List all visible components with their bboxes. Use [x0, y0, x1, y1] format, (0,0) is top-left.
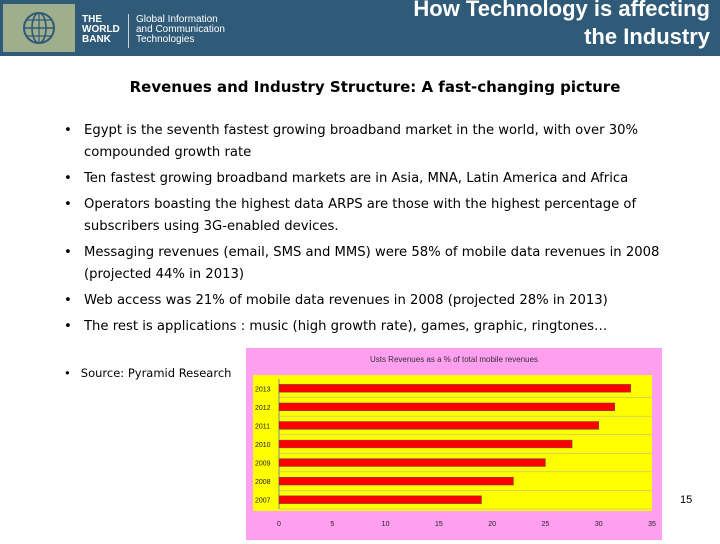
bar	[278, 439, 573, 449]
bullet-item: • Messaging revenues (email, SMS and MMS)…	[64, 245, 660, 282]
page-number: 15	[680, 494, 693, 506]
bullet-item: • Operators boasting the highest data ARP…	[64, 197, 637, 234]
slide-subtitle: Revenues and Industry Structure: A fast-…	[129, 78, 621, 96]
globe-icon	[23, 12, 55, 44]
chart-title: Usts Revenues as a % of total mobile rev…	[370, 355, 538, 364]
bar	[278, 421, 599, 430]
category-label: 2007	[255, 498, 271, 505]
category-label: 2011	[255, 423, 270, 430]
x-tick-label: 0	[277, 521, 281, 528]
world-bank-logo	[3, 4, 75, 52]
org-name: THE WORLD BANK	[82, 14, 120, 45]
x-tick-label: 15	[435, 521, 443, 528]
bullet-dot: •	[64, 366, 71, 380]
category-label: 2009	[255, 461, 271, 468]
unit-name: Global Information and Communication Tec…	[136, 14, 225, 45]
category-label: 2013	[255, 386, 271, 393]
header-divider	[128, 14, 129, 48]
bar-chart: Usts Revenues as a % of total mobile rev…	[246, 348, 662, 540]
source-note: • Source: Pyramid Research	[64, 366, 232, 380]
slide-title: How Technology is affecting the Industry	[413, 0, 710, 49]
bullet-item: • Egypt is the seventh fastest growing br…	[64, 123, 639, 160]
x-tick-label: 10	[382, 521, 390, 528]
bullet-list: • Egypt is the seventh fastest growing br…	[64, 120, 704, 340]
x-tick-label: 35	[648, 521, 656, 528]
revenue-chart: Usts Revenues as a % of total mobile rev…	[246, 348, 662, 540]
bar	[278, 458, 546, 467]
x-tick-label: 25	[542, 521, 550, 528]
x-tick-label: 5	[330, 521, 334, 528]
bullet-item: • The rest is applications : music (high …	[64, 319, 608, 334]
category-label: 2008	[255, 479, 271, 486]
slide-header: THE WORLD BANK Global Information and Co…	[0, 0, 720, 56]
category-label: 2010	[255, 442, 271, 449]
bullet-item: • Ten fastest growing broadband markets a…	[64, 171, 629, 186]
bullet-item: • Web access was 21% of mobile data reven…	[64, 293, 608, 308]
x-tick-label: 30	[595, 521, 603, 528]
bar	[278, 402, 615, 412]
bar	[278, 476, 514, 486]
x-tick-label: 20	[488, 521, 496, 528]
category-label: 2012	[255, 405, 271, 412]
bar	[278, 495, 482, 504]
bar	[278, 384, 631, 393]
